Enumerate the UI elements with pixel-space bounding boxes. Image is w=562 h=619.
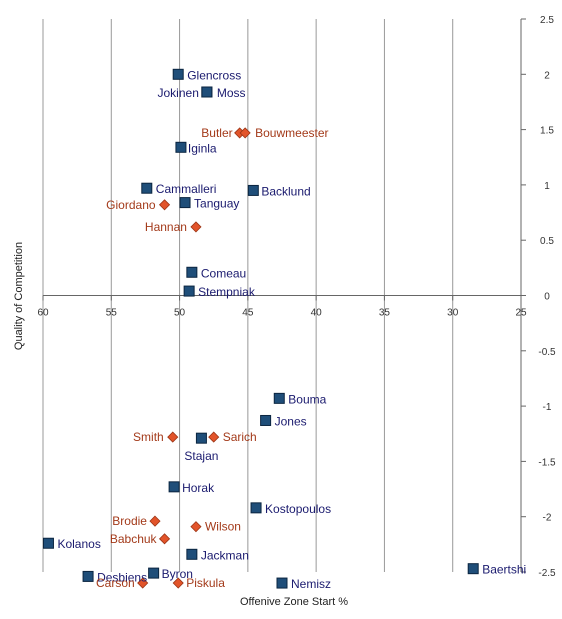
point-brodie [149, 515, 161, 527]
point-bouma [273, 392, 285, 404]
label-brodie: Brodie [112, 514, 147, 528]
x-tick-label: 50 [174, 308, 186, 319]
point-cammalleri [141, 182, 153, 194]
x-tick-label: 30 [447, 308, 459, 319]
axes [42, 18, 526, 573]
label-byron: Byron [162, 567, 193, 581]
point-jones [260, 414, 272, 426]
label-wilson: Wilson [205, 520, 241, 534]
point-kostopoulos [250, 502, 262, 514]
label-cammalleri: Cammalleri [156, 182, 217, 196]
label-bouwmeester: Bouwmeester [255, 126, 328, 140]
label-babchuk: Babchuk [110, 532, 158, 546]
point-stempniak [183, 285, 195, 297]
point-labels: Glencross Jokinen Moss Iginla Cammalleri Back… [57, 68, 526, 591]
point-giordano [158, 199, 171, 211]
point-hannan [190, 221, 202, 233]
tick-labels: 2.5 2 1.5 1 0.5 0 -0.5 -1 -1.5 -2 -2.5 60 55 50 45 40 35… [37, 15, 556, 579]
point-jackman [186, 548, 198, 560]
point-bouwmeester [239, 127, 251, 139]
label-carson: Carson [96, 576, 135, 590]
y-tick-label: -2.5 [538, 568, 556, 579]
x-axis-title: Offenive Zone Start % [240, 596, 348, 608]
y-tick-label: 2.5 [540, 15, 554, 26]
label-baertshi: Baertshi [482, 563, 526, 577]
point-kolanos [42, 537, 54, 549]
label-jones: Jones [275, 414, 307, 428]
point-wilson [190, 521, 202, 533]
point-moss [201, 86, 213, 98]
y-tick-label: -1.5 [538, 457, 556, 468]
y-tick-label: -2 [543, 513, 552, 524]
y-tick-label: 2 [544, 70, 550, 81]
label-moss: Moss [217, 86, 246, 100]
label-iginla: Iginla [188, 141, 217, 155]
point-tanguay [179, 197, 191, 209]
label-comeau: Comeau [201, 266, 246, 280]
point-baertshi [467, 563, 479, 575]
label-desbiens: Desbiens [97, 570, 147, 584]
label-tanguay: Tanguay [194, 197, 239, 211]
x-tick-label: 40 [311, 308, 323, 319]
point-horak [168, 481, 180, 493]
x-tick-label: 35 [379, 308, 391, 319]
x-tick-label: 25 [515, 308, 527, 319]
data-points [42, 68, 479, 589]
point-carson [137, 577, 149, 589]
label-nemisz: Nemisz [291, 577, 331, 591]
point-desbiens [82, 570, 94, 582]
label-smith: Smith [133, 430, 164, 444]
label-horak: Horak [182, 481, 215, 495]
y-tick-label: 1 [544, 181, 550, 192]
point-babchuk [158, 533, 171, 545]
x-tick-label: 45 [242, 308, 254, 319]
label-kolanos: Kolanos [57, 537, 100, 551]
point-comeau [186, 266, 198, 278]
label-giordano: Giordano [106, 198, 156, 212]
label-kostopoulos: Kostopoulos [265, 502, 331, 516]
point-piskula [172, 577, 184, 589]
y-tick-label: 1.5 [540, 126, 554, 137]
point-stajan [195, 432, 207, 444]
label-jackman: Jackman [201, 548, 249, 562]
y-axis-title: Quality of Competition [13, 242, 25, 350]
label-sarich: Sarich [223, 430, 257, 444]
label-jokinen: Jokinen [158, 86, 199, 100]
point-backlund [247, 184, 259, 196]
x-tick-label: 55 [106, 308, 118, 319]
y-tick-label: 0.5 [540, 236, 554, 247]
label-glencross: Glencross [187, 68, 241, 82]
label-piskula: Piskula [186, 576, 225, 590]
point-smith [167, 431, 179, 443]
point-iginla [175, 141, 187, 153]
label-stajan: Stajan [184, 449, 218, 463]
y-tick-label: -0.5 [538, 347, 556, 358]
label-bouma: Bouma [288, 392, 326, 406]
x-tick-label: 60 [37, 308, 49, 319]
label-butler: Butler [201, 126, 232, 140]
label-backlund: Backlund [261, 184, 310, 198]
point-sarich [208, 431, 220, 443]
label-hannan: Hannan [145, 220, 187, 234]
point-glencross [172, 68, 184, 80]
label-stempniak: Stempniak [198, 285, 256, 299]
y-tick-label: -1 [543, 402, 552, 413]
point-nemisz [276, 577, 288, 589]
point-byron [148, 567, 160, 579]
y-tick-label: 0 [544, 292, 550, 303]
